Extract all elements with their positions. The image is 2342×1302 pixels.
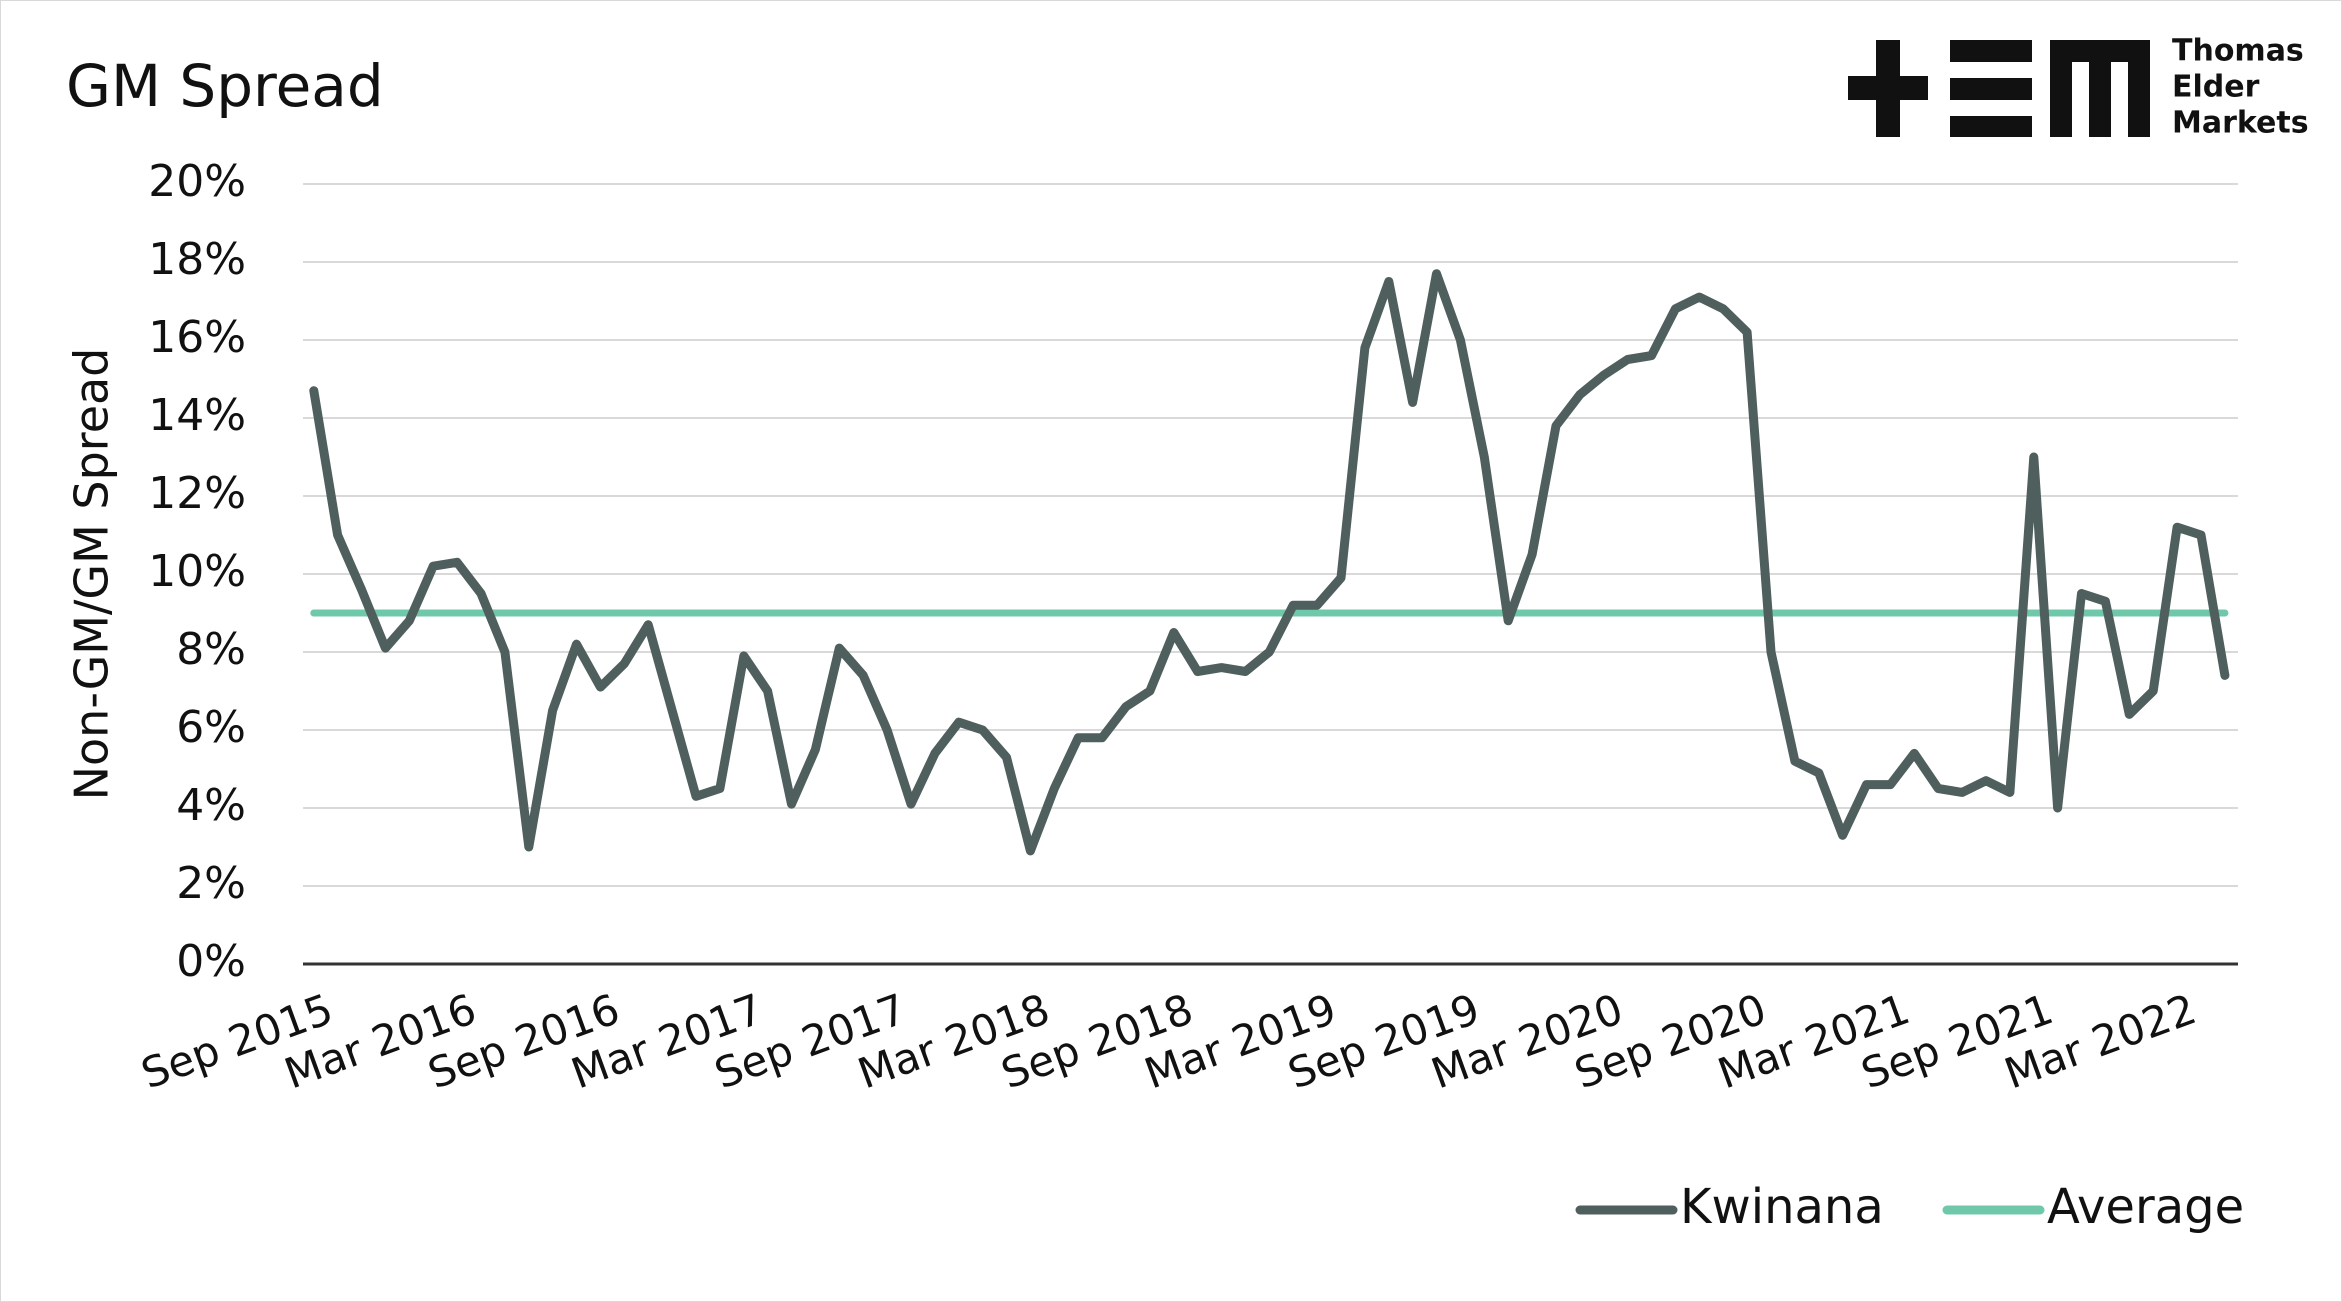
- y-tick-label: 2%: [176, 858, 246, 909]
- logo-text: Markets: [2172, 106, 2309, 141]
- legend-label: Kwinana: [1680, 1179, 1884, 1235]
- y-tick-label: 18%: [148, 234, 246, 285]
- series-line: [309, 269, 2230, 856]
- y-tick-label: 10%: [148, 546, 246, 597]
- y-tick-label: 12%: [148, 468, 246, 519]
- y-tick-label: 6%: [176, 702, 246, 753]
- logo-text: Thomas: [2172, 34, 2304, 69]
- y-tick-label: 14%: [148, 390, 246, 441]
- logo-mark: [1848, 40, 2150, 137]
- y-tick-label: 8%: [176, 624, 246, 675]
- chart-title: GM Spread: [66, 52, 384, 120]
- legend-label: Average: [2047, 1179, 2244, 1235]
- logo-text: Elder: [2172, 70, 2260, 105]
- y-tick-label: 4%: [176, 780, 246, 831]
- y-tick-label: 16%: [148, 312, 246, 363]
- y-axis-label: Non-GM/GM Spread: [65, 348, 119, 801]
- y-tick-label: 20%: [148, 156, 246, 207]
- y-tick-label: 0%: [176, 936, 246, 987]
